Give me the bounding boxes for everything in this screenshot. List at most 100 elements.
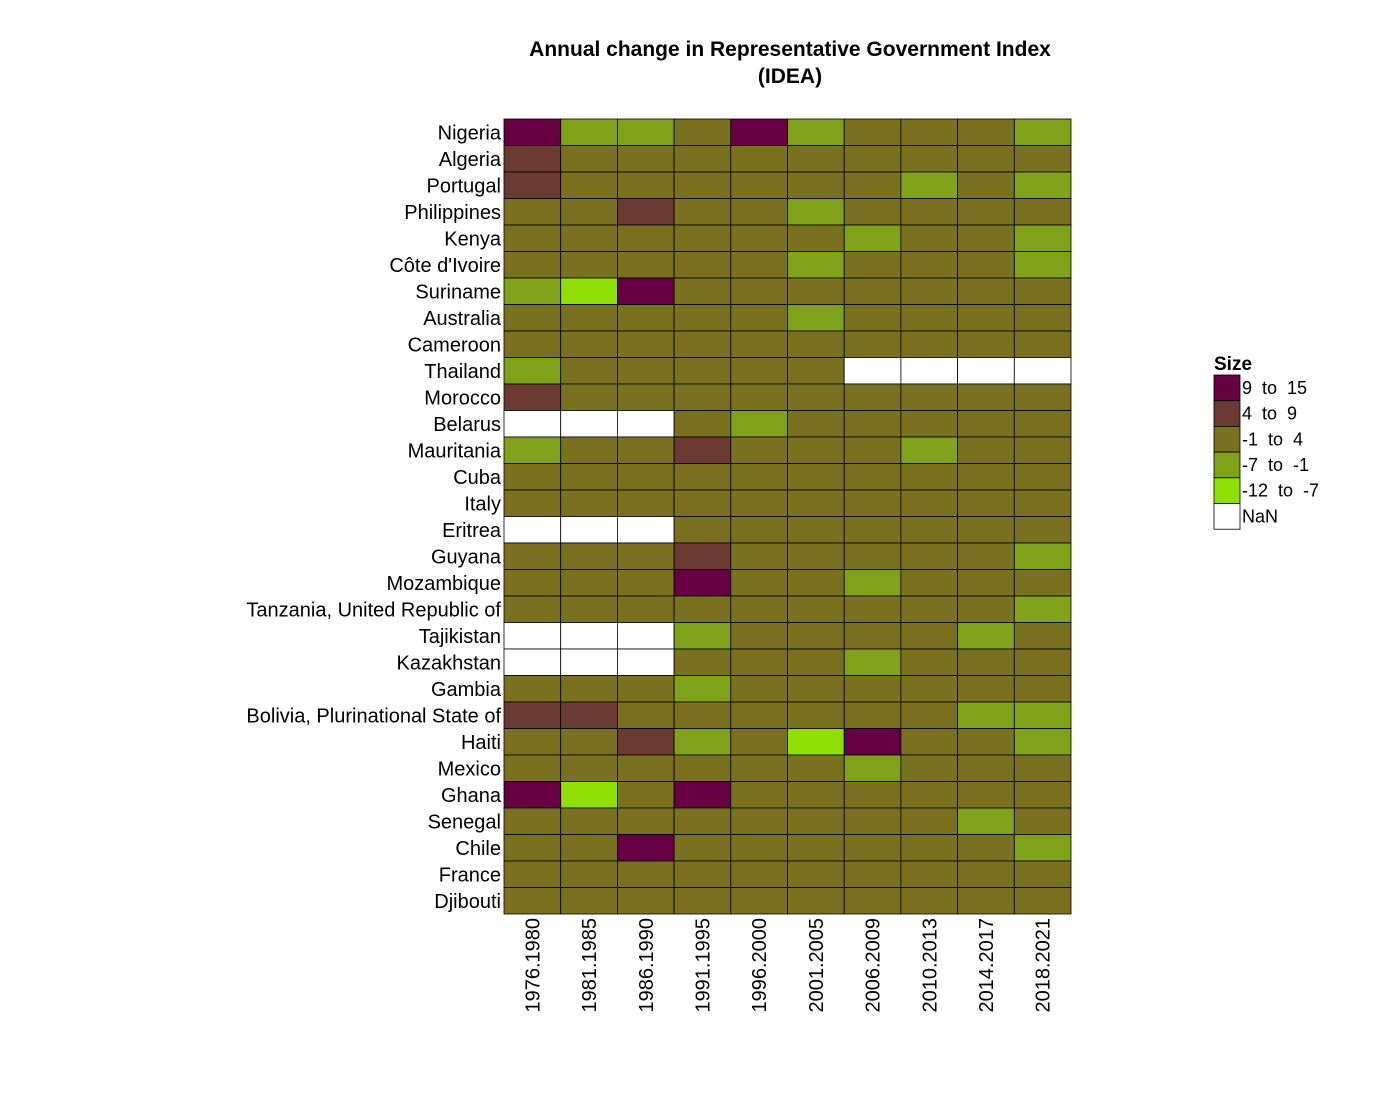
heatmap-cell bbox=[957, 887, 1015, 915]
heatmap-cell bbox=[787, 754, 845, 782]
heatmap-cell bbox=[560, 728, 618, 756]
heatmap-cell bbox=[900, 781, 959, 809]
heatmap-cell bbox=[560, 595, 618, 623]
heatmap-cell bbox=[957, 251, 1015, 279]
heatmap-cell bbox=[617, 622, 675, 650]
heatmap-cell bbox=[503, 754, 562, 782]
heatmap-cell bbox=[560, 145, 618, 173]
heatmap-cell bbox=[900, 595, 959, 623]
heatmap-cell bbox=[900, 754, 959, 782]
heatmap-cell bbox=[843, 118, 902, 146]
heatmap-cell bbox=[503, 728, 562, 756]
heatmap-cell bbox=[957, 118, 1015, 146]
heatmap-cell bbox=[673, 675, 732, 703]
legend-label: NaN bbox=[1242, 506, 1278, 526]
row-label: Australia bbox=[423, 308, 502, 330]
heatmap-cell bbox=[673, 860, 732, 888]
heatmap-cell bbox=[900, 410, 959, 438]
heatmap-cell bbox=[503, 383, 562, 411]
heatmap-cell bbox=[617, 145, 675, 173]
heatmap-cell bbox=[730, 304, 788, 332]
heatmap-cell bbox=[1013, 198, 1072, 226]
heatmap-cell bbox=[957, 357, 1015, 385]
heatmap-cell bbox=[617, 251, 675, 279]
row-label: Tajikistan bbox=[419, 626, 501, 648]
heatmap-cell bbox=[787, 304, 845, 332]
heatmap-cell bbox=[843, 357, 902, 385]
heatmap-cell bbox=[560, 224, 618, 252]
heatmap-cell bbox=[730, 807, 788, 835]
row-label: Djibouti bbox=[434, 891, 501, 913]
heatmap-cell bbox=[560, 781, 618, 809]
heatmap-cell bbox=[843, 701, 902, 729]
heatmap-cell bbox=[503, 463, 562, 491]
heatmap-cell bbox=[617, 383, 675, 411]
heatmap-cell bbox=[843, 224, 902, 252]
heatmap-cell bbox=[617, 198, 675, 226]
heatmap-cell bbox=[730, 701, 788, 729]
heatmap-cell bbox=[900, 807, 959, 835]
legend-swatch bbox=[1213, 400, 1241, 427]
row-label: Côte d'Ivoire bbox=[389, 255, 501, 277]
heatmap-cell bbox=[900, 648, 959, 676]
heatmap-cell bbox=[503, 622, 562, 650]
heatmap-cell bbox=[900, 860, 959, 888]
heatmap-cell bbox=[843, 489, 902, 517]
heatmap-cell bbox=[617, 410, 675, 438]
heatmap-cell bbox=[787, 675, 845, 703]
heatmap-cell bbox=[843, 728, 902, 756]
heatmap-cell bbox=[900, 463, 959, 491]
heatmap-cell bbox=[560, 330, 618, 358]
heatmap-cell bbox=[900, 489, 959, 517]
heatmap-cell bbox=[503, 860, 562, 888]
heatmap-cell bbox=[730, 834, 788, 862]
heatmap-cell bbox=[900, 701, 959, 729]
heatmap-cell bbox=[843, 569, 902, 597]
heatmap-cell bbox=[1013, 754, 1072, 782]
column-label: 2001.2005 bbox=[806, 918, 828, 1013]
row-label: Kenya bbox=[444, 228, 502, 250]
heatmap-cell bbox=[900, 542, 959, 570]
heatmap-cell bbox=[843, 277, 902, 305]
heatmap-cell bbox=[560, 118, 618, 146]
legend-swatch bbox=[1213, 477, 1241, 504]
heatmap-cell bbox=[503, 648, 562, 676]
heatmap-cell bbox=[673, 330, 732, 358]
heatmap-cell bbox=[787, 171, 845, 199]
heatmap-cell bbox=[787, 595, 845, 623]
heatmap-cell bbox=[787, 489, 845, 517]
heatmap-cell bbox=[730, 595, 788, 623]
heatmap-cell bbox=[900, 198, 959, 226]
heatmap-cell bbox=[1013, 569, 1072, 597]
heatmap-cell bbox=[503, 357, 562, 385]
heatmap-cell bbox=[1013, 330, 1072, 358]
heatmap-cell bbox=[730, 781, 788, 809]
row-label: Senegal bbox=[428, 811, 501, 833]
heatmap-cell bbox=[843, 383, 902, 411]
heatmap-cell bbox=[560, 277, 618, 305]
heatmap-cell bbox=[560, 887, 618, 915]
heatmap-cell bbox=[673, 807, 732, 835]
heatmap-cell bbox=[560, 701, 618, 729]
row-label: Mexico bbox=[438, 758, 501, 780]
heatmap-cell bbox=[957, 463, 1015, 491]
heatmap-cell bbox=[673, 516, 732, 544]
heatmap-cell bbox=[843, 781, 902, 809]
heatmap-cell bbox=[900, 516, 959, 544]
heatmap-cell bbox=[900, 224, 959, 252]
heatmap-cell bbox=[617, 569, 675, 597]
heatmap-cell bbox=[673, 224, 732, 252]
heatmap-cell bbox=[617, 807, 675, 835]
heatmap-cell bbox=[1013, 860, 1072, 888]
heatmap-cell bbox=[560, 542, 618, 570]
heatmap-cell bbox=[560, 304, 618, 332]
row-label: Cuba bbox=[453, 467, 502, 489]
heatmap-cell bbox=[787, 728, 845, 756]
row-label: Belarus bbox=[433, 414, 501, 436]
heatmap-cell bbox=[673, 781, 732, 809]
heatmap-cell bbox=[503, 118, 562, 146]
row-label: Guyana bbox=[431, 546, 502, 568]
heatmap-cell bbox=[503, 410, 562, 438]
heatmap-cell bbox=[787, 516, 845, 544]
heatmap-cell bbox=[673, 701, 732, 729]
